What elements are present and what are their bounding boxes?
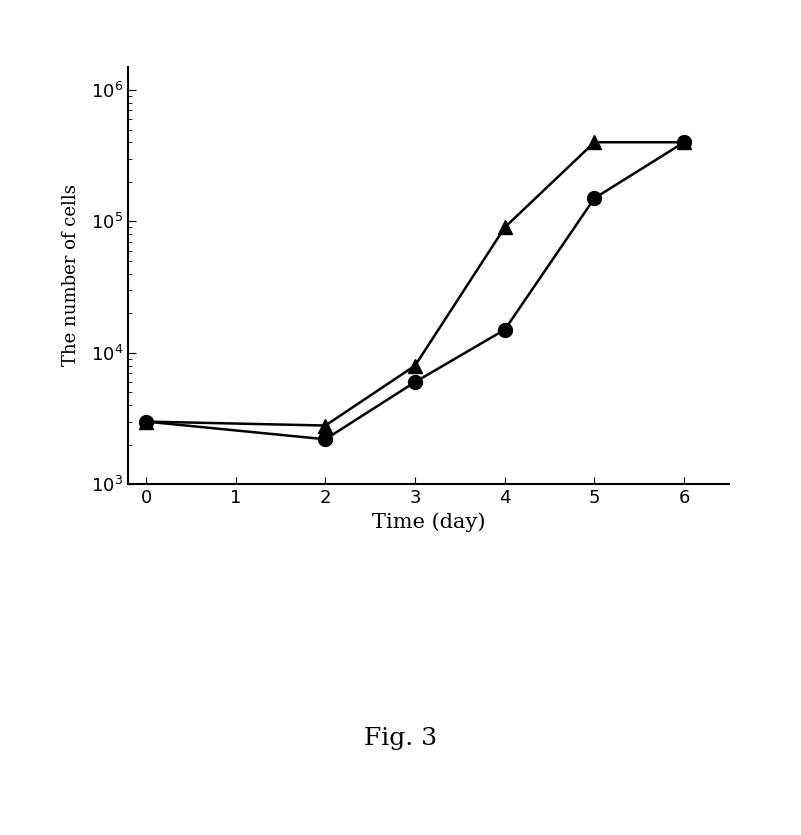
Y-axis label: The number of cells: The number of cells [62, 185, 80, 367]
Text: Fig. 3: Fig. 3 [364, 727, 437, 751]
X-axis label: Time (day): Time (day) [372, 513, 485, 533]
